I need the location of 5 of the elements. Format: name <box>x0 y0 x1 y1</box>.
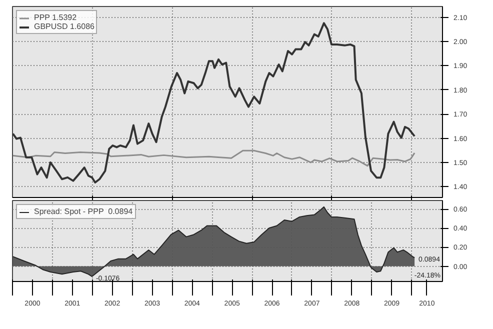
line-series <box>12 22 416 184</box>
line-series <box>12 150 416 167</box>
legend-label: PPP 1.5392 <box>34 13 77 22</box>
legend-label: GBPUSD 1.6086 <box>34 22 94 31</box>
legend-label: Spread: Spot - PPP 0.0894 <box>34 207 133 216</box>
